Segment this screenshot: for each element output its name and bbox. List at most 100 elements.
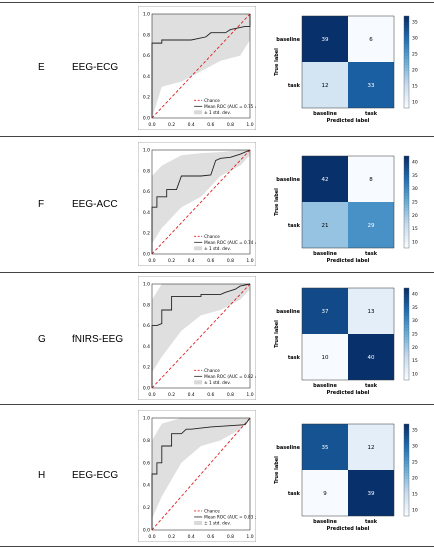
cell-value: 40 (368, 355, 375, 361)
cell-value: 33 (368, 83, 375, 89)
x-tick-label: 0.8 (227, 258, 234, 264)
colorbar-segment (404, 229, 409, 234)
row-divider (0, 404, 434, 405)
legend-std-swatch (194, 520, 203, 525)
colorbar-segment (404, 98, 409, 103)
colorbar-tick-label: 10 (412, 100, 418, 106)
mean-roc-line (151, 14, 251, 118)
colorbar-segment (404, 92, 409, 97)
colorbar-segment (404, 165, 409, 169)
legend-std-swatch (194, 246, 203, 251)
colorbar-segment (404, 321, 409, 326)
colorbar-segment (404, 500, 409, 505)
colorbar-tick-label: 25 (412, 200, 418, 206)
cell-value: 9 (323, 491, 327, 497)
colorbar-segment (404, 174, 409, 178)
x-tick-label: 0.6 (207, 122, 214, 128)
matrix-cell (302, 202, 348, 248)
cell-value: 8 (369, 177, 373, 183)
cell-value: 42 (322, 177, 329, 183)
x-axis-label: Predicted label (327, 390, 370, 396)
colorbar-segment (404, 291, 409, 295)
colorbar-segment (404, 25, 409, 29)
colorbar-segment (404, 238, 409, 243)
y-tick-label: 0.6 (143, 189, 150, 195)
roc-chart: 0.0 0.2 0.4 0.6 0.8 1.0 0.0 0.2 0.4 0.6 0.8 1.0 Chan… (138, 142, 256, 266)
colorbar-segment (404, 303, 409, 307)
colorbar-segment (404, 337, 409, 341)
y-tick-label: 0.4 (143, 483, 150, 489)
y-axis-label: True label (274, 188, 280, 216)
x-tick-label: 0.0 (148, 258, 155, 264)
y-tick-label: 1.0 (143, 282, 150, 288)
colorbar-segment (404, 46, 409, 51)
x-tick-label: 0.4 (188, 392, 195, 398)
figure-row-h: H EEG-ECG 0.0 0.2 0.4 0.6 0.8 1.0 0.0 0.2 0.4 0.6… (0, 404, 434, 546)
cell-value: 10 (322, 355, 329, 361)
colorbar-segment (404, 22, 409, 26)
colorbar-segment (404, 34, 409, 38)
colorbar-tick-label: 15 (412, 84, 418, 90)
colorbar-segment (404, 58, 409, 63)
colorbar-tick-label: 25 (412, 332, 418, 338)
y-tick-label: 0.8 (143, 302, 150, 308)
colorbar-segment (404, 156, 409, 160)
row-letter: G (38, 334, 46, 345)
col-tick-label: task (365, 519, 378, 525)
colorbar-segment (404, 214, 409, 218)
colorbar-segment (404, 346, 409, 350)
modality-label: EEG-ECG (72, 62, 119, 73)
row-tick-label: baseline (276, 37, 300, 43)
roc-chart: 0.0 0.2 0.4 0.6 0.8 1.0 0.0 0.2 0.4 0.6 0.8 1.0 Chan… (138, 410, 256, 542)
colorbar-segment (404, 217, 409, 221)
x-tick-label: 0.0 (148, 534, 155, 540)
colorbar-segment (404, 89, 409, 94)
y-tick-label: 0.2 (143, 95, 150, 101)
colorbar-segment (404, 445, 409, 450)
colorbar-tick-label: 10 (412, 372, 418, 378)
colorbar-tick-label: 30 (412, 186, 418, 192)
matrix-cell (302, 424, 348, 470)
chance-line (151, 13, 251, 119)
colorbar-segment (404, 80, 409, 84)
row-tick-label: baseline (276, 309, 300, 315)
colorbar-segment (404, 340, 409, 344)
x-axis-label: Predicted label (327, 526, 370, 532)
y-tick-label: 0.8 (143, 438, 150, 444)
matrix-cell (348, 202, 394, 248)
colorbar-segment (404, 83, 409, 88)
col-tick-label: baseline (313, 383, 337, 389)
legend-std-label: ± 1 std. dev. (204, 520, 231, 525)
y-tick-label: 0.0 (143, 386, 150, 392)
colorbar-segment (404, 439, 409, 443)
row-tick-label: task (288, 223, 301, 229)
col-tick-label: task (365, 383, 378, 389)
cell-value: 12 (368, 445, 375, 451)
matrix-cell (302, 470, 348, 516)
colorbar-segment (404, 16, 409, 20)
colorbar-segment (404, 433, 409, 437)
x-tick-label: 1.0 (246, 122, 253, 128)
x-tick-label: 0.6 (207, 534, 214, 540)
matrix-cell (348, 424, 394, 470)
row-tick-label: baseline (276, 177, 300, 183)
colorbar-tick-label: 35 (412, 173, 418, 179)
col-tick-label: baseline (313, 111, 337, 117)
matrix-frame (301, 423, 395, 517)
legend-chance-label: Chance (204, 508, 220, 513)
row-tick-label: task (288, 83, 301, 89)
row-divider (0, 136, 434, 137)
figure-row-g: G fNIRS-EEG 0.0 0.2 0.4 0.6 0.8 1.0 0.0 0.2 0.4 0… (0, 272, 434, 404)
legend-chance-label: Chance (204, 368, 220, 373)
legend-chance-label: Chance (204, 98, 220, 103)
x-tick-label: 0.0 (148, 122, 155, 128)
x-tick-label: 0.2 (168, 258, 175, 264)
colorbar-segment (404, 198, 409, 203)
x-axis-label: Predicted label (327, 258, 370, 264)
colorbar-segment (404, 189, 409, 194)
y-tick-label: 0.8 (143, 168, 150, 174)
colorbar-segment (404, 324, 409, 329)
colorbar-segment (404, 315, 409, 320)
legend-std-label: ± 1 std. dev. (204, 380, 231, 385)
